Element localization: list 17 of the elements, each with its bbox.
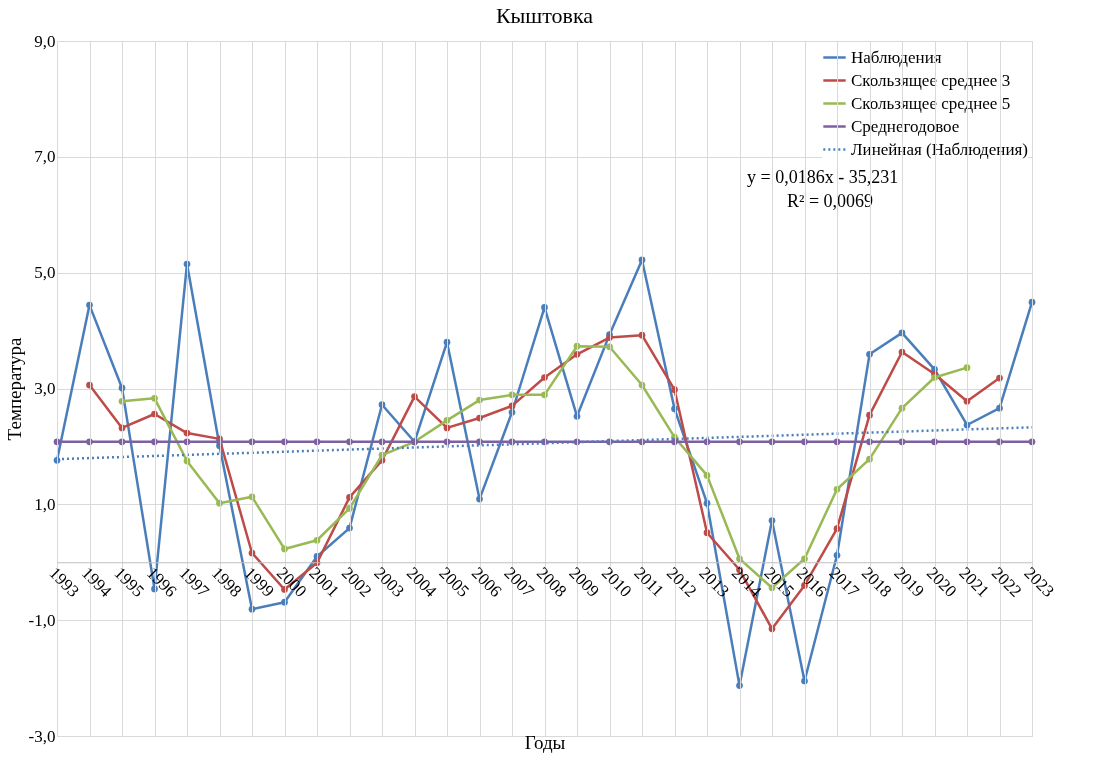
y-axis-title: Температура [3,337,25,441]
y-tick-label: 9,0 [34,31,56,51]
x-axis-title: Годы [524,731,566,753]
legend-label: Среднегодовое [851,116,960,136]
y-tick-label: -3,0 [28,726,56,746]
annotation: R² = 0,0069 [787,191,874,211]
annotation: y = 0,0186x - 35,231 [747,167,899,187]
y-tick-label: 3,0 [34,379,56,398]
y-tick-label: -1,0 [28,610,56,630]
y-tick-label: 5,0 [34,263,56,283]
legend-label: Скользящее среднее 3 [851,70,1011,90]
legend-label: Линейная (Наблюдения) [851,139,1028,159]
legend-label: Наблюдения [851,47,942,67]
y-tick-label: 7,0 [34,147,56,167]
chart-title: Кыштовка [495,3,594,28]
legend-label: Скользящее среднее 5 [851,93,1011,113]
y-tick-label: 1,0 [34,494,56,514]
